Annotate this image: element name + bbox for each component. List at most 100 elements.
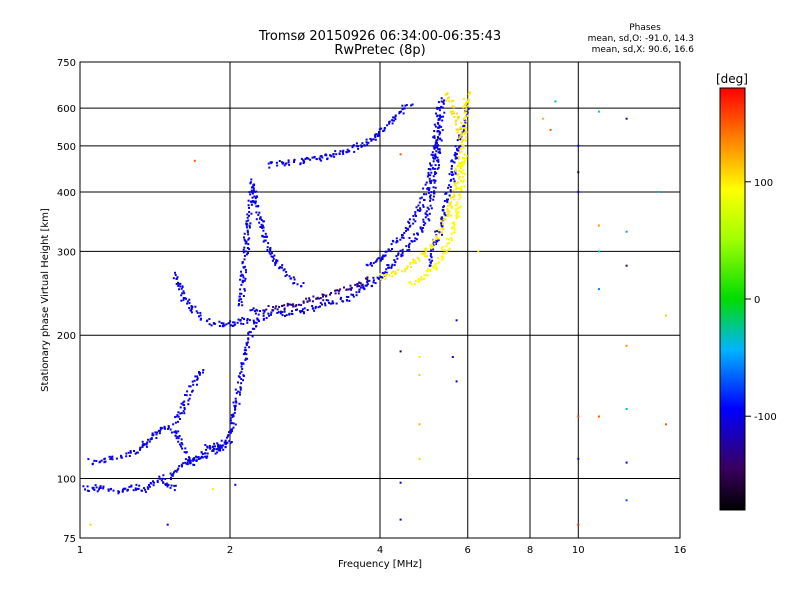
data-point [315,297,318,300]
data-point [179,406,182,409]
data-point [463,119,466,122]
data-point [164,478,167,480]
data-point [326,157,329,160]
data-point [459,162,462,165]
data-point [274,307,277,310]
data-point [440,139,443,142]
data-point [229,431,232,434]
data-point [425,193,428,196]
x-axis-ticks: 1 2 4 6 8 10 16 [77,545,687,556]
data-point [242,374,245,377]
data-point [204,452,206,455]
data-point [453,231,456,234]
data-point [408,218,411,221]
data-point [347,288,350,291]
data-point [303,307,306,310]
data-point [462,172,465,175]
colorbar-ticks: -100 0 100 [745,178,777,423]
data-point [217,445,220,448]
data-point [167,425,170,428]
data-point [440,222,443,225]
data-point [283,310,286,313]
data-point [247,238,250,241]
data-point [210,324,213,327]
data-point [418,374,421,376]
data-point [372,138,375,141]
data-point [160,479,163,482]
data-point [208,318,211,320]
data-point [229,430,232,432]
data-point [405,229,407,232]
data-point [458,215,461,218]
data-point [430,191,433,194]
data-point [244,346,247,349]
data-point [363,144,366,147]
data-point [440,247,443,250]
data-point [405,245,408,248]
data-point [435,139,438,142]
data-point [161,477,164,480]
data-point [406,227,409,230]
data-point [409,224,412,227]
data-point [434,153,437,156]
data-point [432,156,435,159]
data-point [577,415,580,418]
data-point [238,376,241,379]
data-point [459,167,462,170]
data-point [185,394,188,397]
data-point [428,212,431,215]
data-point [193,159,196,162]
data-point [125,452,128,455]
data-point [459,147,462,150]
data-point [225,323,228,326]
data-point [239,319,242,322]
data-point [459,196,462,199]
data-point [230,441,233,443]
data-point [375,259,378,262]
data-point [433,179,436,182]
data-point [246,213,249,216]
data-point [446,242,449,245]
data-point [149,482,152,484]
data-point [409,281,412,284]
data-point [245,342,248,345]
data-point [443,99,446,102]
data-point [367,141,370,144]
data-point [461,161,464,164]
data-point [196,456,199,459]
data-point [429,261,432,264]
data-point [437,117,440,120]
data-point [186,302,189,305]
data-point [265,235,268,238]
data-point [267,305,270,307]
data-point [251,192,254,195]
data-point [281,264,284,267]
data-point [467,98,470,101]
data-point [464,131,466,134]
data-point [455,208,458,211]
data-point [401,254,404,257]
data-point [457,210,460,213]
data-point [180,442,183,444]
data-point [253,200,256,203]
data-point [264,232,267,235]
data-point [205,455,208,458]
data-point [447,212,450,215]
data-point [401,252,404,254]
data-point [298,303,300,306]
data-point [86,489,89,492]
data-point [303,312,305,315]
data-point [355,142,358,145]
data-point [241,316,244,319]
data-point [458,194,461,197]
data-point [444,93,447,96]
data-point [190,311,193,314]
data-point [222,448,225,451]
data-point [120,454,122,457]
data-point [437,136,439,139]
data-point [427,269,430,272]
data-point [198,373,201,376]
data-point [182,410,185,413]
data-point [407,244,410,247]
data-point [231,430,233,433]
